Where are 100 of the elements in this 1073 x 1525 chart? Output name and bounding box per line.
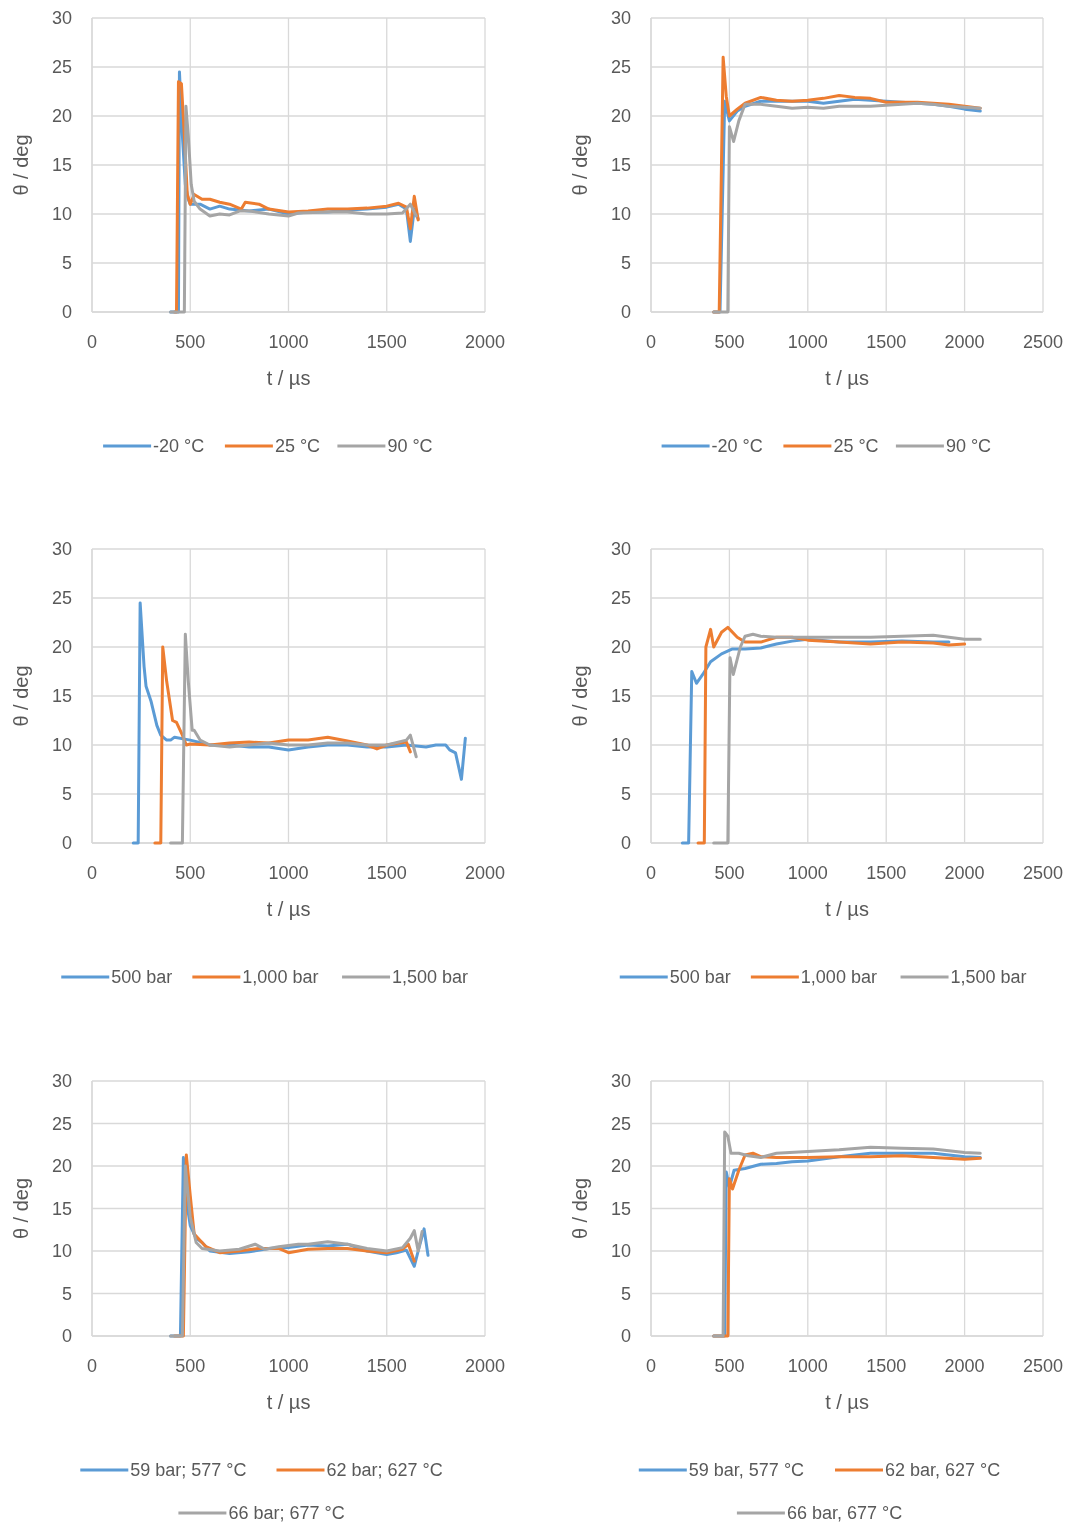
y-axis-title: θ / deg <box>10 665 32 727</box>
y-tick-label: 0 <box>61 1326 72 1347</box>
x-axis-title: t / µs <box>266 898 311 920</box>
x-tick-label: 1000 <box>787 863 828 883</box>
legend-label: 1,000 bar <box>800 967 877 988</box>
x-tick-label: 500 <box>714 332 745 352</box>
y-tick-label: 15 <box>51 686 72 707</box>
y-tick-label: 20 <box>610 1156 631 1177</box>
x-tick-label: 2000 <box>944 332 985 352</box>
y-tick-label: 5 <box>620 1283 631 1304</box>
y-tick-label: 20 <box>51 1156 72 1177</box>
x-tick-label: 0 <box>645 332 657 352</box>
x-tick-label: 2500 <box>1022 1356 1064 1376</box>
legend-label: 1,000 bar <box>242 967 319 988</box>
x-tick-label: 0 <box>645 1356 657 1376</box>
x-tick-label: 1500 <box>366 332 407 352</box>
legend-label: -20 °C <box>153 436 205 457</box>
y-tick-label: 15 <box>610 155 631 176</box>
x-tick-label: 500 <box>714 863 745 883</box>
legend-label: 1,500 bar <box>392 967 469 988</box>
x-tick-label: 2000 <box>464 863 506 883</box>
y-tick-label: 10 <box>51 204 72 225</box>
x-tick-label: 500 <box>175 863 206 883</box>
x-tick-label: 2000 <box>464 332 506 352</box>
y-tick-label: 10 <box>51 1241 72 1262</box>
y-tick-label: 15 <box>51 1198 72 1219</box>
x-axis-title: t / µs <box>266 367 311 389</box>
y-tick-label: 15 <box>610 1198 631 1219</box>
y-tick-label: 5 <box>61 253 72 274</box>
legend-label: 500 bar <box>111 967 173 988</box>
y-tick-label: 25 <box>610 1113 631 1134</box>
x-tick-label: 1000 <box>268 863 309 883</box>
x-axis-title: t / µs <box>825 367 869 389</box>
y-tick-label: 10 <box>610 204 631 225</box>
x-tick-label: 0 <box>86 1356 98 1376</box>
legend-label: 90 °C <box>945 436 992 457</box>
x-axis-title: t / µs <box>266 1391 311 1413</box>
x-tick-label: 500 <box>714 1356 745 1376</box>
y-tick-label: 5 <box>61 1283 72 1304</box>
y-tick-label: 25 <box>51 1113 72 1134</box>
legend-label: 66 bar; 677 °C <box>228 1503 345 1524</box>
y-tick-label: 10 <box>610 1241 631 1262</box>
x-tick-label: 1000 <box>268 1356 309 1376</box>
legend-label: 90 °C <box>387 436 433 457</box>
x-tick-label: 0 <box>86 332 98 352</box>
y-tick-label: 20 <box>51 637 72 658</box>
y-tick-label: 25 <box>610 57 631 78</box>
y-tick-label: 30 <box>51 539 72 560</box>
y-tick-label: 30 <box>51 1071 72 1092</box>
y-tick-label: 30 <box>610 539 631 560</box>
legend-label: 1,500 bar <box>950 967 1027 988</box>
x-tick-label: 2500 <box>1022 332 1064 352</box>
y-tick-label: 20 <box>610 106 631 127</box>
y-tick-label: 15 <box>51 155 72 176</box>
y-tick-label: 0 <box>61 302 72 323</box>
x-axis-title: t / µs <box>825 898 869 920</box>
y-tick-label: 10 <box>51 735 72 756</box>
y-axis-title: θ / deg <box>569 665 591 727</box>
y-tick-label: 0 <box>620 1326 631 1347</box>
y-tick-label: 5 <box>61 784 72 805</box>
legend-label: 25 °C <box>833 436 879 457</box>
legend-label: -20 °C <box>711 436 763 457</box>
legend-label: 62 bar, 627 °C <box>885 1460 1001 1481</box>
x-tick-label: 2000 <box>464 1356 506 1376</box>
legend-label: 59 bar, 577 °C <box>688 1460 805 1481</box>
y-tick-label: 5 <box>620 253 631 274</box>
x-tick-label: 1500 <box>866 1356 907 1376</box>
x-tick-label: 2500 <box>1022 863 1064 883</box>
y-axis-title: θ / deg <box>569 134 591 196</box>
y-tick-label: 0 <box>620 833 631 854</box>
x-tick-label: 1500 <box>866 332 907 352</box>
legend-label: 59 bar; 577 °C <box>130 1460 247 1481</box>
y-tick-label: 30 <box>610 1071 631 1092</box>
y-axis-title: θ / deg <box>10 134 32 196</box>
x-tick-label: 2000 <box>944 863 985 883</box>
y-tick-label: 5 <box>620 784 631 805</box>
legend-label: 66 bar, 677 °C <box>786 1503 903 1524</box>
y-tick-label: 25 <box>51 57 72 78</box>
x-axis-title: t / µs <box>825 1391 869 1413</box>
y-tick-label: 10 <box>610 735 631 756</box>
y-tick-label: 0 <box>620 302 631 323</box>
x-tick-label: 1000 <box>787 1356 828 1376</box>
legend-label: 25 °C <box>274 436 321 457</box>
x-tick-label: 0 <box>645 863 657 883</box>
x-tick-label: 0 <box>86 863 98 883</box>
legend-label: 500 bar <box>669 967 731 988</box>
x-tick-label: 1000 <box>787 332 828 352</box>
y-tick-label: 20 <box>610 637 631 658</box>
x-tick-label: 1500 <box>866 863 907 883</box>
x-tick-label: 1500 <box>366 863 407 883</box>
legend-label: 62 bar; 627 °C <box>326 1460 443 1481</box>
y-tick-label: 30 <box>51 8 72 29</box>
x-tick-label: 500 <box>175 332 206 352</box>
x-tick-label: 500 <box>175 1356 206 1376</box>
y-axis-title: θ / deg <box>569 1177 591 1240</box>
y-tick-label: 15 <box>610 686 631 707</box>
y-tick-label: 25 <box>51 588 72 609</box>
y-axis-title: θ / deg <box>10 1177 32 1240</box>
y-tick-label: 25 <box>610 588 631 609</box>
x-tick-label: 2000 <box>944 1356 985 1376</box>
